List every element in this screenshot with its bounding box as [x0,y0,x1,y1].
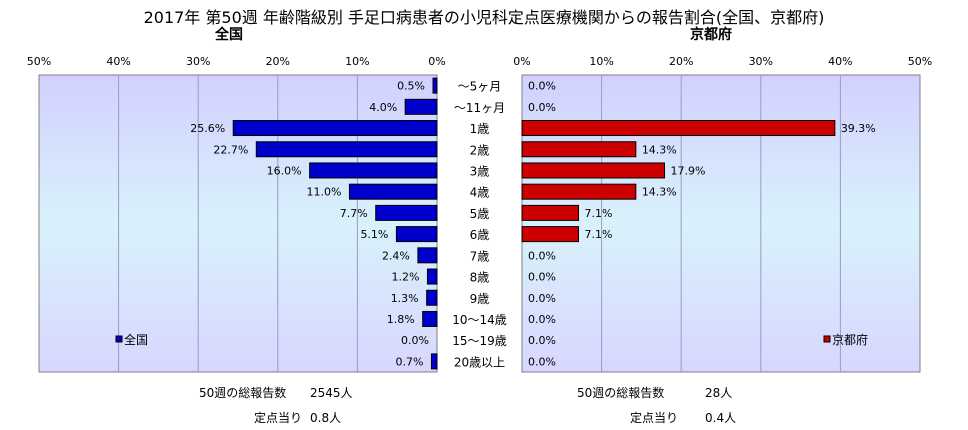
left-x-tick-label: 0% [428,55,445,68]
right-bar [521,141,637,158]
category-label: 2歳 [470,143,490,157]
right-legend-swatch [823,335,831,343]
left-bar [375,204,438,221]
national-total-value: 2545人 [310,386,353,400]
left-data-label: 1.8% [387,313,415,326]
left-plot-area: 50% 40% 30% 20% 10% 0%0.5%4.0% 25.6% 22.7% 16.0%… [27,55,446,373]
left-data-label: 1.2% [391,271,419,284]
left-data-label: 1.3% [391,292,419,305]
left-bar [417,247,438,264]
right-bar [521,162,665,179]
right-data-label: 0.0% [528,101,556,114]
right-legend-label: 京都府 [832,332,868,347]
right-x-tick-label: 10% [589,55,613,68]
category-label: ～11ヶ月 [454,101,505,115]
kyoto-total-label: 50週の総報告数 [577,386,665,400]
left-x-tick-label: 40% [106,55,130,68]
right-data-label: 0.0% [528,334,556,347]
left-bar [426,268,438,285]
right-data-label: 0.0% [528,355,556,368]
category-label: ～5ヶ月 [458,80,502,94]
right-data-label: 0.0% [528,313,556,326]
kyoto-total-value: 28人 [705,386,733,400]
category-label: 8歳 [470,271,490,285]
kyoto-per-label: 定点当り [630,411,679,425]
right-data-label: 39.3% [841,122,876,135]
left-data-label: 0.0% [401,334,429,347]
right-chart-subtitle: 京都府 [690,27,732,43]
right-data-label: 7.1% [585,228,613,241]
right-data-label: 0.0% [528,80,556,93]
category-label: 15～19歳 [452,334,507,348]
left-x-tick-label: 20% [266,55,290,68]
category-label: 10～14歳 [452,313,507,327]
right-data-label: 0.0% [528,249,556,262]
left-bar [309,162,438,179]
left-legend-swatch [115,335,123,343]
right-bar [521,204,580,221]
left-data-label: 4.0% [369,101,397,114]
right-x-tick-label: 30% [749,55,773,68]
right-data-label: 17.9% [670,164,705,177]
left-bar [422,310,438,327]
left-data-label: 0.7% [395,355,423,368]
left-data-label: 11.0% [306,186,341,199]
category-labels: ～5ヶ月 ～11ヶ月 1歳 2歳 3歳 4歳 5歳 6歳 7歳 8歳 9歳 10～14歳 15～19歳 2… [452,80,507,370]
right-x-tick-label: 20% [669,55,693,68]
left-data-label: 0.5% [397,80,425,93]
left-bar [432,77,438,94]
category-label: 5歳 [470,207,490,221]
right-plot-area: 0% 10% 20% 30% 40% 50% 0.0% 0.0% 39.3% 14.3% 17.9%… [513,55,932,373]
right-x-tick-label: 0% [513,55,530,68]
category-label: 20歳以上 [454,355,505,369]
category-label: 6歳 [470,228,490,242]
left-data-label: 7.7% [340,207,368,220]
national-per-value: 0.8人 [310,411,342,425]
kyoto-per-value: 0.4人 [705,411,737,425]
left-bar [426,289,438,306]
category-label: 9歳 [470,292,490,306]
right-bar [521,183,637,200]
category-label: 1歳 [470,122,490,136]
left-legend-label: 全国 [124,332,148,347]
left-bar [395,226,438,243]
national-total-label: 50週の総報告数 [199,386,287,400]
left-chart-subtitle: 全国 [215,27,243,43]
right-x-tick-label: 40% [828,55,852,68]
left-bar [255,141,438,158]
left-data-label: 5.1% [360,228,388,241]
left-data-label: 22.7% [213,143,248,156]
right-bar [521,120,836,137]
right-data-label: 14.3% [642,186,677,199]
right-bar [521,226,580,243]
left-plot-background [38,74,438,373]
left-data-label: 2.4% [382,249,410,262]
right-data-label: 0.0% [528,292,556,305]
right-x-tick-label: 50% [908,55,932,68]
right-data-label: 0.0% [528,271,556,284]
left-bar [348,183,438,200]
left-data-label: 16.0% [267,164,302,177]
category-label: 3歳 [470,164,490,178]
left-data-label: 25.6% [190,122,225,135]
right-data-label: 7.1% [585,207,613,220]
right-plot-background [521,74,921,373]
category-label: 7歳 [470,249,490,263]
chart-title: 2017年 第50週 年齢階級別 手足口病患者の小児科定点医療機関からの報告割合… [143,8,825,27]
left-bar [430,353,438,370]
left-bar [232,120,438,137]
left-x-tick-label: 30% [186,55,210,68]
category-label: 4歳 [470,186,490,200]
national-per-label: 定点当り [254,411,303,425]
left-bar [404,98,438,115]
right-data-label: 14.3% [642,143,677,156]
left-x-tick-label: 10% [345,55,369,68]
left-x-tick-label: 50% [27,55,51,68]
